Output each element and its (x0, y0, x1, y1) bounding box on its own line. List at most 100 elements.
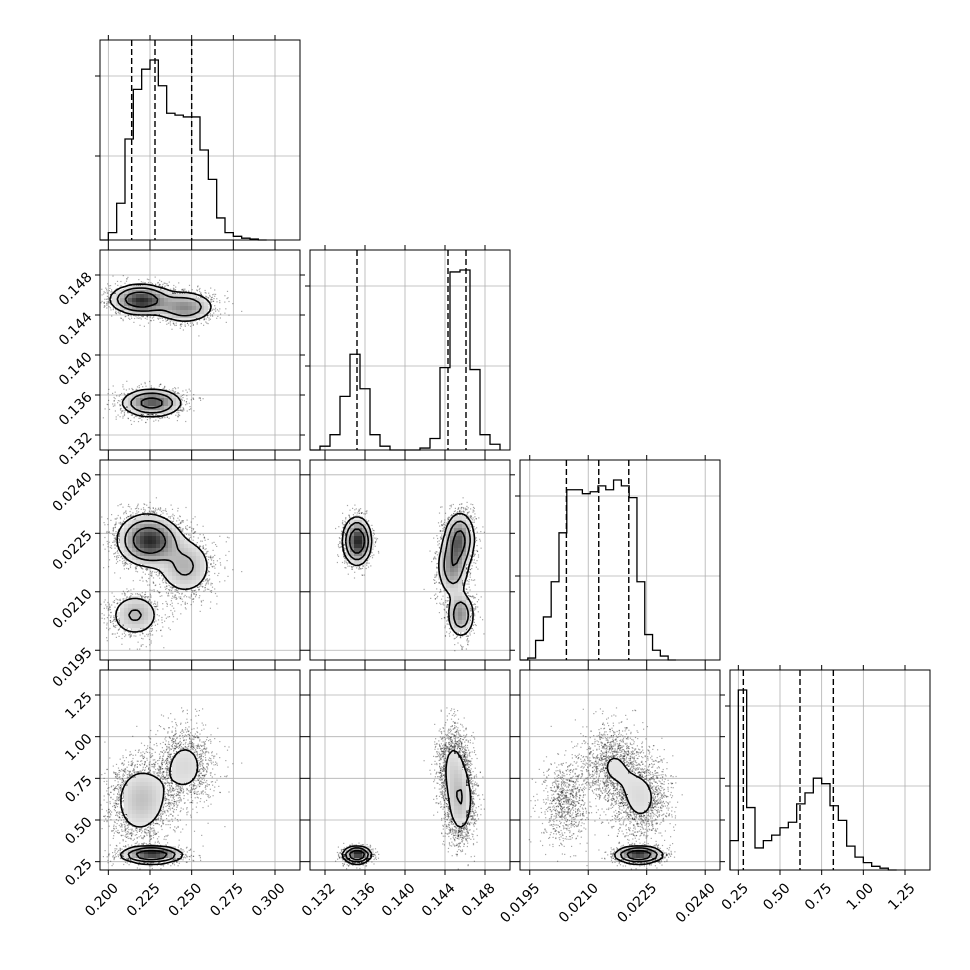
scatter-point (160, 322, 161, 323)
scatter-point (173, 390, 174, 391)
scatter-point (183, 290, 184, 291)
scatter-point (158, 319, 159, 320)
scatter-point (144, 382, 145, 383)
scatter-point (167, 320, 168, 321)
scatter-point (129, 388, 130, 389)
scatter-point (113, 385, 114, 386)
scatter-point (213, 301, 214, 302)
scatter-point (144, 282, 145, 283)
scatter-point (193, 410, 194, 411)
scatter-point (147, 319, 148, 320)
scatter-point (164, 387, 165, 388)
scatter-point (127, 412, 128, 413)
scatter-point (104, 302, 105, 303)
scatter-point (151, 387, 152, 388)
scatter-point (115, 312, 116, 313)
scatter-point (212, 316, 213, 317)
scatter-point (175, 289, 176, 290)
scatter-point (206, 318, 207, 319)
scatter-point (169, 418, 170, 419)
scatter-point (152, 414, 153, 415)
scatter-point (109, 306, 110, 307)
scatter-point (182, 409, 183, 410)
scatter-point (168, 285, 169, 286)
scatter-point (106, 299, 107, 300)
scatter-point (106, 290, 107, 291)
scatter-point (120, 285, 121, 286)
scatter-point (187, 392, 188, 393)
scatter-point (108, 393, 109, 394)
scatter-point (214, 305, 215, 306)
scatter-point (177, 393, 178, 394)
scatter-point (207, 315, 208, 316)
scatter-point (170, 289, 171, 290)
scatter-point (186, 401, 187, 402)
scatter-point (227, 298, 228, 299)
scatter-point (178, 412, 179, 413)
scatter-point (135, 315, 136, 316)
scatter-point (105, 292, 106, 293)
scatter-point (102, 301, 103, 302)
scatter-point (131, 424, 132, 425)
scatter-point (212, 310, 213, 311)
scatter-point (126, 406, 127, 407)
scatter-point (213, 313, 214, 314)
scatter-point (205, 290, 206, 291)
scatter-point (104, 299, 105, 300)
scatter-point (182, 397, 183, 398)
scatter-point (170, 322, 171, 323)
scatter-point (216, 298, 217, 299)
scatter-point (111, 289, 112, 290)
scatter-point (122, 319, 123, 320)
scatter-point (178, 414, 179, 415)
scatter-point (126, 389, 127, 390)
scatter-point (118, 312, 119, 313)
scatter-point (158, 282, 159, 283)
scatter-point (121, 393, 122, 394)
scatter-point (141, 316, 142, 317)
scatter-point (116, 395, 117, 396)
scatter-point (175, 391, 176, 392)
scatter-point (183, 394, 184, 395)
scatter-point (185, 390, 186, 391)
scatter-point (117, 281, 118, 282)
scatter-point (141, 318, 142, 319)
scatter-point (165, 283, 166, 284)
scatter-point (213, 298, 214, 299)
scatter-point (189, 403, 190, 404)
scatter-point (241, 311, 242, 312)
scatter-point (210, 299, 211, 300)
scatter-point (147, 279, 148, 280)
scatter-point (181, 396, 182, 397)
scatter-point (148, 282, 149, 283)
scatter-point (139, 387, 140, 388)
scatter-point (108, 400, 109, 401)
scatter-point (191, 399, 192, 400)
scatter-point (183, 289, 184, 290)
scatter-point (168, 323, 169, 324)
scatter-point (101, 289, 102, 290)
scatter-point (212, 314, 213, 315)
scatter-point (211, 302, 212, 303)
scatter-point (208, 293, 209, 294)
scatter-point (150, 317, 151, 318)
scatter-point (122, 384, 123, 385)
scatter-point (162, 284, 163, 285)
scatter-point (121, 412, 122, 413)
scatter-point (163, 388, 164, 389)
scatter-point (224, 313, 225, 314)
scatter-point (205, 321, 206, 322)
scatter-point (203, 398, 204, 399)
scatter-point (190, 323, 191, 324)
scatter-point (213, 294, 214, 295)
scatter-point (120, 409, 121, 410)
scatter-point (113, 406, 114, 407)
scatter-point (150, 320, 151, 321)
scatter-point (224, 295, 225, 296)
histogram-step (100, 60, 267, 240)
scatter-point (122, 386, 123, 387)
scatter-point (199, 291, 200, 292)
scatter-point (187, 398, 188, 399)
scatter-point (196, 296, 197, 297)
scatter-point (173, 292, 174, 293)
